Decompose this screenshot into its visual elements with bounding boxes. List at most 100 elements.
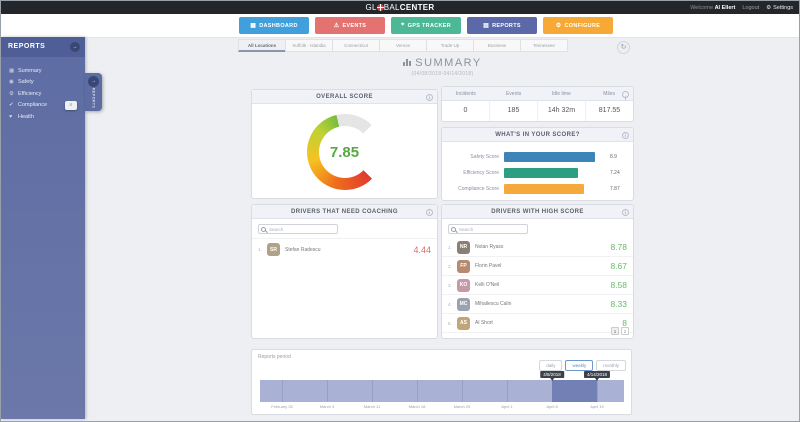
stats-value-row: 0 185 14h 32m 817.55 (442, 101, 633, 121)
timeline-tick: March 18 (408, 404, 426, 409)
pagination: 1 2 (611, 327, 629, 335)
overall-score-gauge: 7.85 (306, 114, 383, 190)
high-score-driver-row[interactable]: 2. FP Florin Pavel 8.67 (442, 257, 633, 276)
score-breakdown-card: WHAT'S IN YOUR SCORE? Safety Score 8.9 E… (441, 127, 634, 201)
sidebar-item-safety[interactable]: ◉ Safety (9, 79, 34, 86)
sidebar-item-compliance[interactable]: ✔ Compliance ≡ (1, 100, 85, 112)
sidebar-collapse-button[interactable]: → (70, 42, 80, 52)
top-bar: GL BALCENTER Welcome Al Ellert Logout ⚙ Se… (1, 1, 799, 14)
sidebar-title: REPORTS → (1, 37, 85, 57)
driver-avatar: NR (457, 240, 470, 254)
summary-chart-icon: ▦ (9, 67, 15, 74)
stats-card: Incidents Events Idle time Miles 0 185 1… (441, 86, 634, 122)
stat-header-idle-time: Idle time (551, 91, 571, 97)
monthly-button[interactable]: monthly (596, 360, 626, 371)
compliance-badge: ≡ (65, 100, 77, 110)
high-score-driver-row[interactable]: 4. MC Mihailescu Calin 8.33 (442, 295, 633, 314)
refresh-button[interactable]: ↻ (617, 41, 630, 54)
weekly-button[interactable]: weekly (565, 360, 594, 371)
tab-location-6[interactable]: Tennessee (520, 39, 568, 52)
tab-all-locations[interactable]: All Locations (238, 39, 286, 52)
reports-period-card: Reports period daily weekly monthly 4/8/… (251, 349, 632, 415)
safety-score-value: 8.9 (610, 154, 617, 160)
coaching-search-input[interactable] (269, 225, 335, 233)
high-score-driver-row[interactable]: 3. KO Kelli O'Neil 8.58 (442, 276, 633, 295)
driver-score: 8.58 (610, 280, 627, 290)
info-icon[interactable] (622, 131, 629, 139)
score-breakdown-header: WHAT'S IN YOUR SCORE? (442, 128, 633, 142)
coaching-driver-row[interactable]: 1. SR Stefan Radescu 4.44 (252, 238, 437, 260)
nav-dashboard-button[interactable]: ▦ DASHBOARD (239, 17, 309, 34)
timeline-selection[interactable] (552, 380, 597, 402)
stat-header-incidents: Incidents (455, 91, 476, 97)
stat-header-events: Events (505, 91, 522, 97)
page-1-button[interactable]: 1 (611, 327, 619, 335)
reports-flyout-tab[interactable]: → REPORTS (85, 73, 102, 111)
compliance-score-row: Compliance Score 7.87 (458, 184, 620, 194)
high-score-driver-row[interactable]: 5. AS Al Short 8 (442, 314, 633, 333)
compliance-check-icon: ✔ (9, 102, 14, 109)
info-icon[interactable] (622, 208, 629, 216)
efficiency-score-row: Efficiency Score 7.24 (463, 168, 620, 178)
logout-link[interactable]: Logout (742, 4, 760, 11)
efficiency-score-value: 7.24 (610, 170, 620, 176)
high-score-search-input[interactable] (459, 225, 525, 233)
efficiency-score-bar (504, 168, 578, 178)
stat-value-incidents: 0 (463, 107, 468, 114)
driver-avatar: SR (267, 243, 280, 256)
driver-avatar: AS (457, 316, 470, 330)
high-score-driver-row[interactable]: 1. NR Nolan Ryass 8.78 (442, 238, 633, 257)
coaching-header: DRIVERS THAT NEED COACHING (252, 205, 437, 219)
nav-events-button[interactable]: ⚠ EVENTS (315, 17, 385, 34)
driver-name: Stefan Radescu (285, 246, 321, 253)
safety-shield-icon: ◉ (9, 79, 14, 86)
safety-score-row: Safety Score 8.9 (470, 152, 617, 162)
info-icon[interactable] (426, 93, 433, 101)
logo: GL BALCENTER (365, 3, 435, 12)
sidebar-item-health[interactable]: ♥ Health (9, 113, 34, 120)
reports-period-label: Reports period (258, 354, 291, 360)
nav-gps-tracker-button[interactable]: ⌖ GPS TRACKER (391, 17, 461, 34)
nav-reports-button[interactable]: ▤ REPORTS (467, 17, 537, 34)
tab-location-3[interactable]: Vernon (379, 39, 427, 52)
sidebar-item-summary[interactable]: ▦ Summary (9, 67, 42, 74)
warning-icon: ⚠ (333, 23, 340, 29)
info-icon[interactable] (426, 208, 433, 216)
page-title: SUMMARY (251, 57, 634, 69)
nav-configure-button[interactable]: ⚙ CONFIGURE (543, 17, 613, 34)
location-tabs: All Locations Suffolk - Islandia Connect… (238, 39, 568, 52)
driver-avatar: MC (457, 297, 470, 311)
overall-score-header: OVERALL SCORE (252, 90, 437, 104)
settings-link[interactable]: ⚙ Settings (766, 4, 793, 11)
sidebar-item-efficiency[interactable]: ⚙ Efficiency (9, 90, 42, 97)
driver-name: Nolan Ryass (475, 244, 504, 250)
reports-sidebar: REPORTS → ▦ Summary ◉ Safety ⚙ Efficiency ✔… (1, 37, 85, 419)
tab-location-4[interactable]: Trade Up (426, 39, 474, 52)
driver-score: 8.33 (610, 299, 627, 309)
daily-button[interactable]: daily (539, 360, 563, 371)
tab-location-2[interactable]: Connecticut (332, 39, 380, 52)
page-2-button[interactable]: 2 (621, 327, 629, 335)
user-name: Al Ellert (714, 4, 736, 11)
driver-name: Kelli O'Neil (475, 282, 500, 288)
tab-location-1[interactable]: Suffolk - Islandia (285, 39, 333, 52)
timeline-tick: March 25 (453, 404, 471, 409)
flyout-arrow-icon: → (88, 76, 99, 87)
search-icon (451, 227, 457, 233)
safety-score-bar (504, 152, 595, 162)
report-date-range: (04/08/2018-04/14/2018) (411, 71, 474, 77)
driver-score: 8 (622, 318, 627, 328)
compliance-score-bar (504, 184, 585, 194)
driver-avatar: KO (457, 278, 470, 292)
timeline-tick: March 4 (319, 404, 335, 409)
timeline-tick: April 8 (546, 404, 558, 409)
high-score-header: DRIVERS WITH HIGH SCORE (442, 205, 633, 219)
tab-location-5[interactable]: Business (473, 39, 521, 52)
stat-header-miles: Miles (603, 91, 615, 97)
gear-icon: ⚙ (766, 4, 772, 11)
info-icon[interactable] (622, 90, 629, 98)
overall-score-value: 7.85 (329, 143, 360, 161)
compliance-score-value: 7.87 (610, 186, 620, 192)
timeline-band[interactable] (260, 380, 624, 402)
high-score-drivers-card: DRIVERS WITH HIGH SCORE 1. NR Nolan Ryas… (441, 204, 634, 339)
